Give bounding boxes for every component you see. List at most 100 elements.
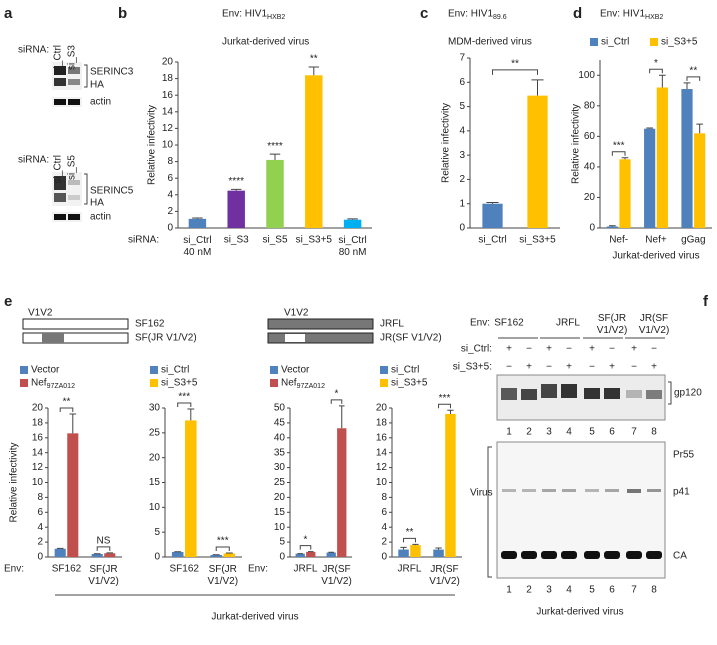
significance-bracket (177, 402, 192, 407)
legend-swatch (270, 366, 278, 374)
text-line: V1/V2) (207, 576, 238, 587)
y-tick-label: 35 (274, 447, 286, 458)
y-tick-label: 6 (381, 507, 387, 518)
y-tick-label: 0 (279, 552, 285, 563)
bar (326, 552, 336, 557)
bar (295, 553, 305, 557)
error-bar (696, 123, 704, 134)
legend-label: si_S3+5 (661, 37, 698, 48)
text-line: si_Ctrl (338, 235, 366, 246)
sign: + (651, 362, 657, 373)
row-label: si_Ctrl: (461, 344, 492, 355)
x-axis-label: Jurkat-derived virus (612, 251, 699, 262)
lane-number: 3 (546, 427, 552, 438)
legend-label: si_Ctrl (391, 365, 419, 376)
bar (694, 133, 706, 228)
sign: − (631, 362, 637, 373)
y-tick-label: 10 (376, 477, 388, 488)
significance-label: *** (217, 536, 229, 547)
env-name: JR(SF V1/V2) (639, 313, 670, 336)
construct-label: JRFL (380, 319, 404, 330)
sign: + (566, 362, 572, 373)
error-bar (658, 74, 666, 88)
bar (445, 413, 456, 557)
construct-label: JR(SF V1/V2) (380, 333, 442, 344)
text-line: V1/V2) (429, 576, 460, 587)
bar (644, 128, 656, 228)
band-label: Pr55 (673, 450, 695, 461)
x-tick-label: JRFL (398, 564, 422, 575)
text-line: SF(JR (209, 564, 237, 575)
bar (54, 548, 66, 557)
lane-number: 6 (609, 585, 615, 596)
y-axis-label: Relative infectivity (147, 105, 158, 185)
lane-label: si_S3 (67, 45, 78, 70)
sign: − (546, 362, 552, 373)
x-tick-label: si_S5 (262, 235, 287, 246)
y-tick-label: 10 (274, 522, 286, 533)
subscript: HXB2 (645, 14, 663, 21)
sign: − (609, 344, 615, 355)
y-tick-label: 4 (37, 522, 43, 533)
chart-subtitle: MDM-derived virus (448, 37, 532, 48)
x-tick-label: SF(JR V1/V2) (88, 564, 119, 587)
significance-label: * (654, 58, 658, 69)
bar (185, 420, 197, 557)
x-tick-label: si_Ctrl (478, 235, 506, 246)
bar (104, 553, 116, 557)
text-line: V1/V2) (88, 576, 119, 587)
y-tick-label: 8 (381, 492, 387, 503)
lane-number: 4 (566, 585, 572, 596)
y-tick-label: 3 (459, 150, 465, 161)
lane-number: 2 (526, 427, 532, 438)
lane-label: si_Ctrl (53, 155, 64, 183)
significance-bracket (59, 407, 74, 412)
band-label: HA (90, 198, 104, 209)
text-line: SF(JR (598, 313, 626, 324)
bar (482, 203, 503, 228)
band-label: CA (673, 551, 687, 562)
y-tick-label: 100 (578, 70, 595, 81)
error-bar (531, 79, 544, 96)
significance-bracket (611, 151, 626, 156)
legend-label: Nef97ZA012 (281, 378, 325, 390)
bar (527, 95, 548, 229)
legend-label: si_Ctrl (601, 37, 629, 48)
x-tick-label: JRFL (294, 564, 318, 575)
significance-label: ** (406, 527, 414, 538)
y-tick-label: 16 (376, 432, 388, 443)
significance-label: *** (439, 393, 451, 404)
subscript: 89.6 (493, 14, 507, 21)
sign: − (506, 362, 512, 373)
axis (164, 408, 242, 558)
lane-number: 8 (651, 585, 657, 596)
x-tick-label: si_S3+5 (519, 235, 556, 246)
y-tick-label: 4 (459, 125, 465, 136)
y-tick-label: 15 (149, 477, 161, 488)
y-tick-label: 8 (37, 492, 43, 503)
footer-label: Jurkat-derived virus (211, 612, 298, 623)
text-line: V1/V2) (639, 325, 670, 336)
legend-label: si_S3+5 (161, 378, 198, 389)
x-prefix: Env: (248, 564, 268, 575)
construct-label: SF(JR V1/V2) (135, 333, 197, 344)
y-tick-label: 16 (32, 432, 44, 443)
significance-bracket (299, 545, 312, 550)
y-tick-label: 6 (37, 507, 43, 518)
sign: − (651, 344, 657, 355)
sign: − (526, 344, 532, 355)
y-tick-label: 20 (274, 492, 286, 503)
y-tick-label: 10 (162, 140, 174, 151)
bar (305, 75, 323, 228)
y-tick-label: 6 (459, 77, 465, 88)
y-tick-label: 0 (381, 552, 387, 563)
bar (619, 159, 631, 228)
significance-label: * (304, 534, 308, 545)
panel-letter: b (118, 5, 127, 22)
y-tick-label: 2 (37, 537, 43, 548)
y-tick-label: 4 (381, 522, 387, 533)
sign: + (589, 344, 595, 355)
lane-number: 8 (651, 427, 657, 438)
text-line: V1/V2) (321, 576, 352, 587)
y-axis-label: Relative infectivity (9, 442, 20, 522)
